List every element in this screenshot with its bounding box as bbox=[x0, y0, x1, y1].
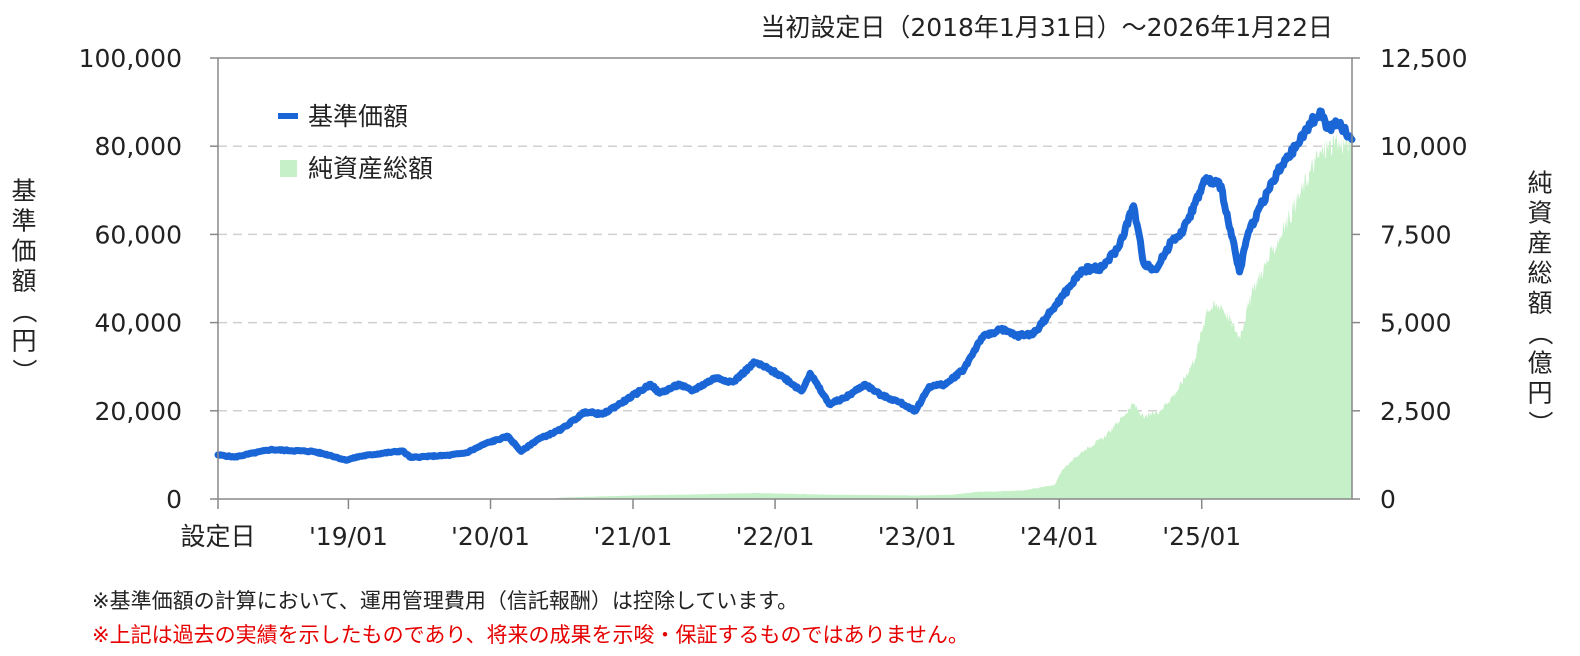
disclaimer-note: ※上記は過去の実績を示したものであり、将来の成果を示唆・保証するものではありませ… bbox=[92, 623, 969, 647]
x-tick-label: '25/01 bbox=[1162, 522, 1241, 551]
y-right-tick-label: 12,500 bbox=[1380, 44, 1467, 73]
y-left-tick-label: 40,000 bbox=[95, 309, 182, 338]
plot-frame bbox=[217, 57, 1353, 500]
grid-lines bbox=[218, 145, 1352, 412]
axis-title-char: ） bbox=[10, 358, 39, 383]
y-left-tick-label: 20,000 bbox=[95, 397, 182, 426]
axis-title-char: 産 bbox=[1527, 229, 1552, 258]
y-left-axis-title: 基準価額（ 円） bbox=[10, 177, 39, 384]
axis-title-char: 円 bbox=[1527, 379, 1552, 408]
y-right-tick-label: 7,500 bbox=[1380, 220, 1452, 249]
y-right-tick-label: 0 bbox=[1380, 485, 1396, 514]
y-right-tick-label: 10,000 bbox=[1380, 132, 1467, 161]
axis-title-char: ） bbox=[1526, 410, 1555, 435]
x-tick-label: '24/01 bbox=[1020, 522, 1099, 551]
axis-title-char: （ bbox=[10, 298, 39, 323]
legend-nav-label: 基準価額 bbox=[308, 102, 408, 131]
y-left-tick-label: 60,000 bbox=[95, 220, 182, 249]
y-left-tick-label: 80,000 bbox=[95, 132, 182, 161]
fee-note: ※基準価額の計算において、運用管理費用（信託報酬）は控除しています。 bbox=[92, 589, 799, 613]
axis-title-char: 円 bbox=[11, 327, 36, 356]
x-tick-label: '23/01 bbox=[878, 522, 957, 551]
x-tick-label: '22/01 bbox=[736, 522, 815, 551]
axis-title-char: 価 bbox=[11, 237, 36, 266]
y-left-tick-label: 0 bbox=[166, 485, 182, 514]
nav-line-layer bbox=[214, 107, 1356, 464]
y-right-axis-title: 純資産総額（ 億円） bbox=[1526, 169, 1555, 436]
nav-line bbox=[214, 107, 1356, 464]
axis-title-char: 額 bbox=[1527, 289, 1552, 318]
y-right-tick-label: 2,500 bbox=[1380, 397, 1452, 426]
period-label: 当初設定日（2018年1月31日）～2026年1月22日 bbox=[760, 13, 1333, 42]
legend-aum-swatch bbox=[280, 160, 297, 177]
axis-title-char: 資 bbox=[1527, 199, 1552, 228]
axis-title-char: 準 bbox=[11, 207, 36, 236]
axis-title-char: 額 bbox=[11, 267, 36, 296]
legend-aum-label: 純資産総額 bbox=[308, 154, 433, 183]
x-tick-label: 設定日 bbox=[180, 522, 255, 551]
x-tick-label: '21/01 bbox=[594, 522, 673, 551]
axis-title-char: 億 bbox=[1527, 349, 1552, 378]
axis-title-char: （ bbox=[1526, 320, 1555, 345]
y-right-tick-label: 5,000 bbox=[1380, 309, 1452, 338]
aum-area bbox=[218, 132, 1352, 499]
tick-labels: 設定日 '19/01 '20/01 '21/01 '22/01 '23/01 '24/01 '… bbox=[10, 44, 1555, 551]
axis-title-char: 純 bbox=[1527, 169, 1552, 198]
x-tick-label: '20/01 bbox=[451, 522, 530, 551]
axis-title-char: 総 bbox=[1527, 259, 1552, 288]
axes bbox=[210, 57, 1360, 509]
aum-area-layer bbox=[218, 132, 1352, 499]
nav-aum-chart: 設定日 '19/01 '20/01 '21/01 '22/01 '23/01 '24/01 '… bbox=[10, 13, 1555, 551]
y-left-tick-label: 100,000 bbox=[79, 44, 182, 73]
axis-title-char: 基 bbox=[11, 177, 36, 206]
x-tick-label: '19/01 bbox=[309, 522, 388, 551]
